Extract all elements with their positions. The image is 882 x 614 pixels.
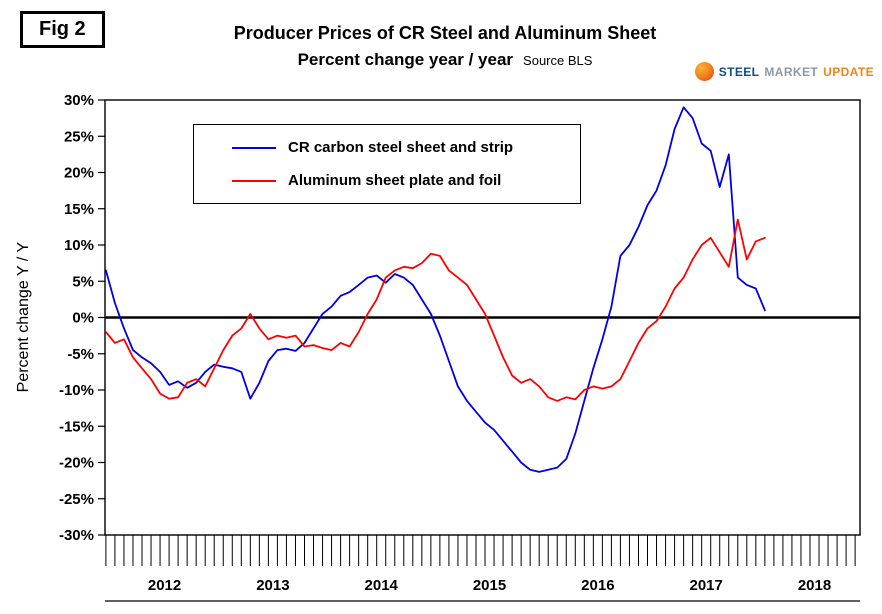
chart-subtitle-text: Percent change year / year	[297, 50, 514, 69]
y-tick-label: 10%	[64, 237, 94, 254]
aluminum-legend-swatch	[232, 179, 276, 182]
logo-word-steel: STEEL	[718, 64, 760, 79]
steel-legend-label: CR carbon steel sheet and strip	[288, 139, 514, 156]
steel-legend-swatch	[232, 146, 276, 149]
aluminum-legend-label: Aluminum sheet plate and foil	[288, 172, 502, 189]
chart-subtitle: Percent change year / year Source BLS	[95, 47, 795, 73]
logo-word-update: UPDATE	[823, 64, 874, 79]
figure-label-box: Fig 2	[20, 11, 105, 48]
y-tick-label: 30%	[64, 92, 94, 109]
y-tick-label: 0%	[72, 310, 94, 327]
y-tick-label: 15%	[64, 201, 94, 218]
y-tick-label: 25%	[64, 128, 94, 145]
source-label: Source BLS	[523, 53, 593, 68]
year-label: 2018	[798, 577, 831, 594]
year-label: 2016	[581, 577, 614, 594]
figure-label: Fig 2	[39, 18, 86, 40]
y-tick-label: -30%	[59, 527, 94, 544]
y-tick-label: 20%	[64, 165, 94, 182]
legend: CR carbon steel sheet and strip Aluminum…	[193, 124, 581, 204]
y-tick-label: -5%	[67, 346, 94, 363]
y-tick-label: -25%	[59, 491, 94, 508]
smu-flame-icon	[694, 62, 714, 81]
year-label: 2014	[365, 577, 399, 594]
y-tick-label: 5%	[72, 273, 94, 290]
chart-title: Producer Prices of CR Steel and Aluminum…	[233, 23, 657, 43]
smu-logo: STEEL MARKET UPDATE	[694, 62, 874, 81]
logo-word-market: MARKET	[764, 64, 819, 79]
year-label: 2015	[473, 577, 506, 594]
plot-border	[104, 99, 861, 536]
chart-title-block: Producer Prices of CR Steel and Aluminum…	[95, 20, 795, 73]
year-label: 2013	[256, 577, 289, 594]
legend-item-aluminum: Aluminum sheet plate and foil	[232, 172, 562, 189]
y-tick-label: -15%	[59, 418, 94, 435]
aluminum-sheet-plate-and-foil-line	[105, 218, 766, 402]
y-tick-label: -10%	[59, 382, 94, 399]
year-label: 2012	[148, 577, 181, 594]
legend-item-steel: CR carbon steel sheet and strip	[232, 139, 562, 156]
y-tick-label: -20%	[59, 455, 94, 472]
year-label: 2017	[689, 577, 722, 594]
